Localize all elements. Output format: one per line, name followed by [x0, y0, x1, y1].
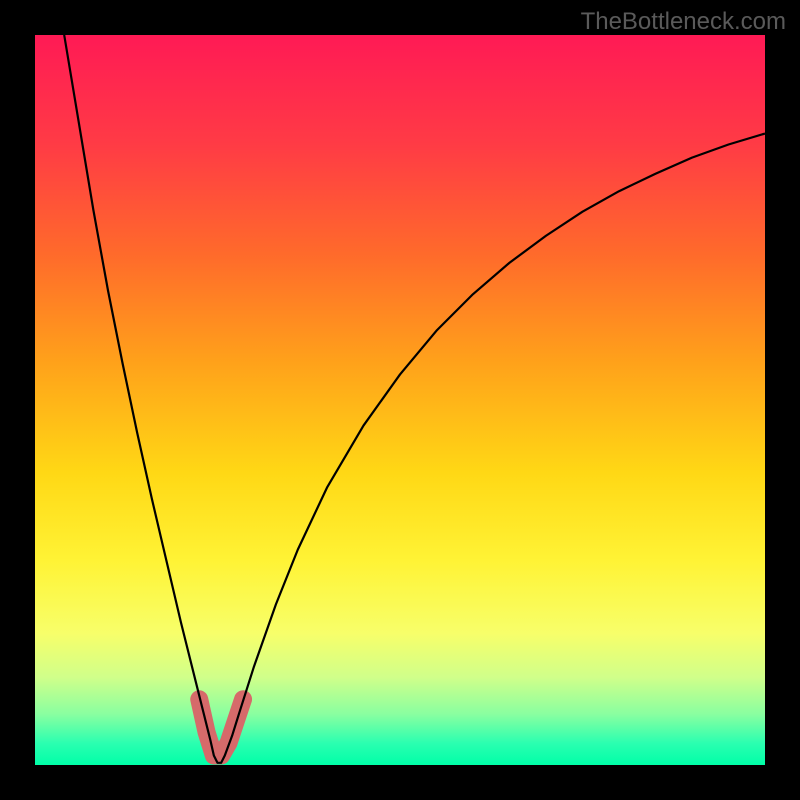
- bottleneck-chart: [0, 0, 800, 800]
- plot-background: [35, 35, 765, 765]
- watermark-text: TheBottleneck.com: [581, 8, 786, 36]
